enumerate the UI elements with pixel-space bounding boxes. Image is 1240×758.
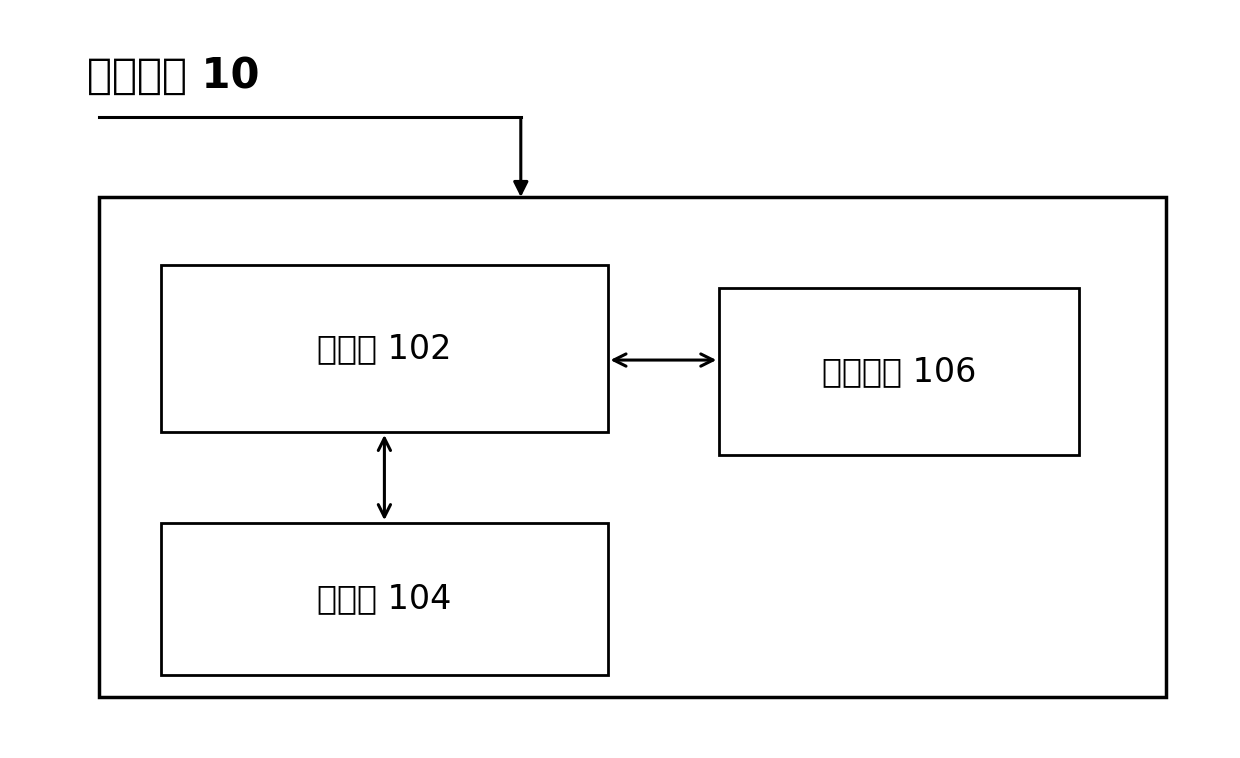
- Bar: [719, 288, 1079, 455]
- Bar: [161, 265, 608, 432]
- Text: 移动终端 10: 移动终端 10: [87, 55, 259, 97]
- Bar: [161, 523, 608, 675]
- Text: 传输装置 106: 传输装置 106: [822, 355, 976, 388]
- Text: 存储器 104: 存储器 104: [317, 582, 451, 615]
- Bar: [99, 197, 1166, 697]
- Text: 处理器 102: 处理器 102: [317, 332, 451, 365]
